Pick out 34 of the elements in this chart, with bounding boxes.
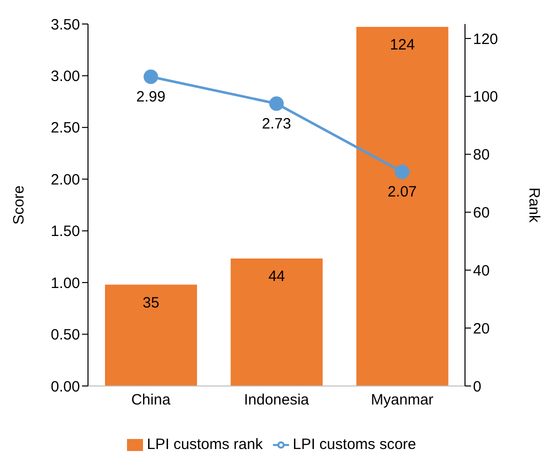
data-label: 124 bbox=[390, 36, 415, 54]
y2-tick-label: 120 bbox=[473, 30, 498, 48]
y2-tick-label: 80 bbox=[473, 146, 490, 164]
x-tick-label: Myanmar bbox=[370, 392, 434, 409]
y-tick-label: 0.50 bbox=[50, 326, 80, 344]
data-label: 2.99 bbox=[136, 88, 166, 106]
data-label: 44 bbox=[268, 268, 286, 286]
y2-tick-label: 0 bbox=[473, 378, 482, 396]
y-tick-label: 3.00 bbox=[50, 68, 80, 86]
point bbox=[269, 96, 284, 111]
y-tick-label: 0.00 bbox=[50, 378, 80, 396]
y-tick-label: 2.50 bbox=[50, 120, 80, 137]
x-tick-label: China bbox=[131, 392, 172, 409]
point bbox=[394, 164, 410, 180]
bar bbox=[105, 284, 197, 386]
y2-tick-label: 40 bbox=[473, 262, 490, 280]
legend-label: LPI customs rank bbox=[146, 436, 263, 453]
y-tick-label: 2.00 bbox=[50, 171, 80, 188]
point bbox=[144, 69, 158, 84]
bar bbox=[230, 258, 323, 386]
data-label: 2.73 bbox=[262, 115, 292, 132]
y2-tick-label: 20 bbox=[473, 320, 490, 338]
data-label: 2.07 bbox=[388, 184, 417, 201]
y-tick-label: 3.50 bbox=[50, 16, 80, 34]
legend-label: LPI customs score bbox=[292, 436, 416, 453]
y2-axis-title: Rank bbox=[526, 187, 543, 223]
y2-tick-label: 60 bbox=[473, 204, 490, 222]
data-label: 35 bbox=[142, 294, 160, 312]
y-axis-title: Score bbox=[10, 185, 28, 225]
y-tick-label: 1.50 bbox=[50, 223, 80, 240]
y-tick-label: 1.00 bbox=[50, 274, 80, 292]
bar bbox=[356, 26, 448, 386]
y2-tick-label: 100 bbox=[473, 88, 498, 106]
x-tick-label: Indonesia bbox=[244, 392, 310, 409]
